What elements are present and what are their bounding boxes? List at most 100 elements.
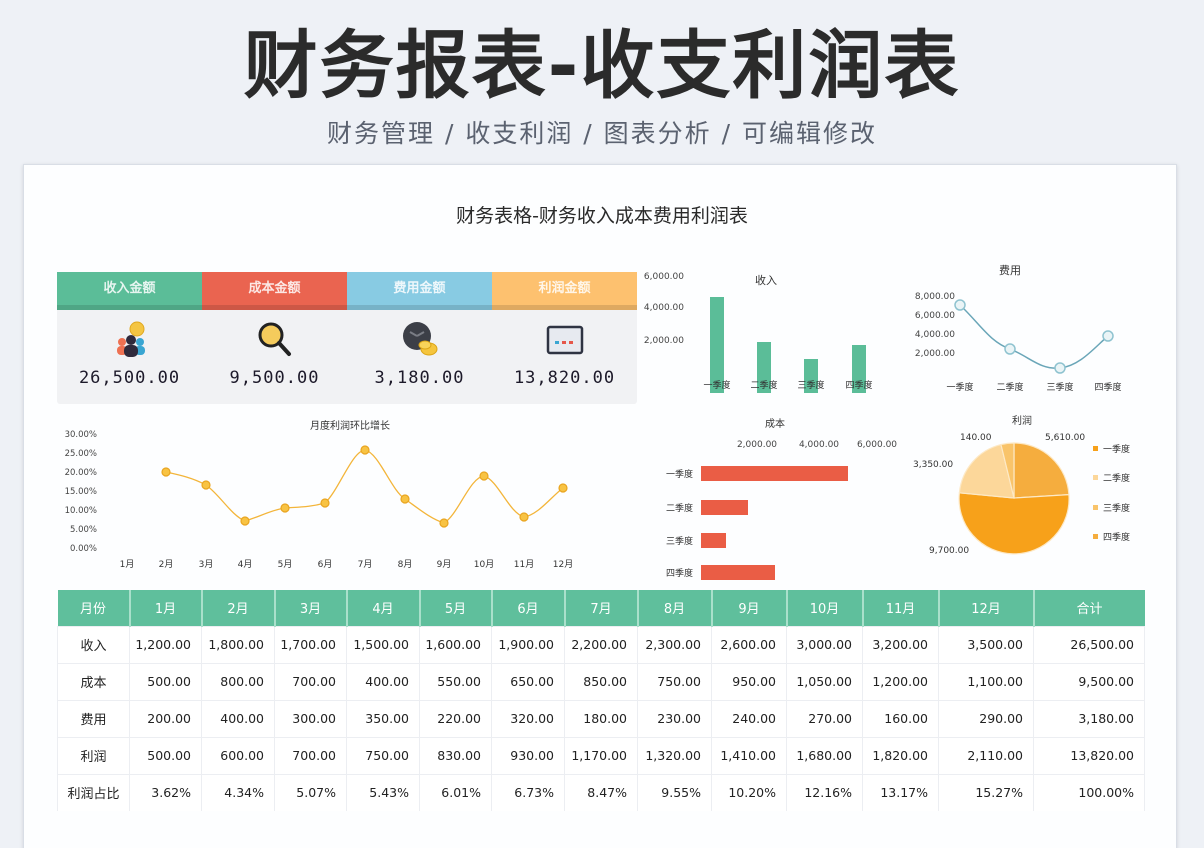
- x-tick: 2月: [159, 559, 174, 570]
- table-cell[interactable]: 1,600.00: [419, 625, 492, 664]
- monthly-growth-line-chart: 月度利润环比增长 30.00% 25.00% 20.00% 15.00% 10.…: [65, 419, 574, 570]
- pie-legend: 一季度 二季度 三季度 四季度: [1093, 443, 1130, 543]
- table-cell[interactable]: 1,820.00: [862, 736, 939, 775]
- table-cell[interactable]: 930.00: [491, 736, 565, 775]
- column-header: 7月: [564, 590, 639, 626]
- table-cell[interactable]: 9,500.00: [1033, 662, 1145, 701]
- table-cell[interactable]: 500.00: [129, 662, 202, 701]
- table-cell[interactable]: 800.00: [201, 662, 275, 701]
- table-cell[interactable]: 12.16%: [786, 773, 863, 811]
- table-cell[interactable]: 350.00: [346, 699, 420, 738]
- table-cell[interactable]: 2,300.00: [637, 625, 712, 664]
- table-cell[interactable]: 10.20%: [711, 773, 787, 811]
- table-cell[interactable]: 750.00: [346, 736, 420, 775]
- table-cell[interactable]: 1,200.00: [129, 625, 202, 664]
- pie-slice-q1: [958, 492, 1070, 555]
- table-cell[interactable]: 26,500.00: [1033, 625, 1145, 664]
- table-cell[interactable]: 9.55%: [637, 773, 712, 811]
- table-cell[interactable]: 320.00: [491, 699, 565, 738]
- table-cell[interactable]: 700.00: [274, 662, 347, 701]
- chart-title: 费用: [999, 264, 1021, 277]
- pie-label: 9,700.00: [929, 546, 969, 556]
- table-cell[interactable]: 950.00: [711, 662, 787, 701]
- chart-title: 成本: [765, 417, 785, 430]
- table-cell[interactable]: 6.01%: [419, 773, 492, 811]
- table-cell[interactable]: 1,700.00: [274, 625, 347, 664]
- x-tick: 9月: [437, 559, 452, 570]
- data-point: [201, 480, 211, 490]
- table-cell[interactable]: 3,200.00: [862, 625, 939, 664]
- table-cell[interactable]: 1,170.00: [564, 736, 638, 775]
- table-cell[interactable]: 650.00: [491, 662, 565, 701]
- table-cell[interactable]: 830.00: [419, 736, 492, 775]
- y-tick: 20.00%: [65, 468, 97, 478]
- table-cell[interactable]: 290.00: [938, 699, 1034, 738]
- table-cell[interactable]: 1,200.00: [862, 662, 939, 701]
- table-cell[interactable]: 1,500.00: [346, 625, 420, 664]
- x-tick: 2,000.00: [737, 440, 777, 450]
- x-tick: 8月: [398, 559, 413, 570]
- table-cell[interactable]: 1,900.00: [491, 625, 565, 664]
- data-point: [439, 518, 449, 528]
- bar: [701, 565, 775, 580]
- table-cell[interactable]: 100.00%: [1033, 773, 1145, 811]
- table-cell[interactable]: 850.00: [564, 662, 638, 701]
- table-cell[interactable]: 220.00: [419, 699, 492, 738]
- kpi-value: 9,500.00: [229, 368, 320, 388]
- table-cell[interactable]: 160.00: [862, 699, 939, 738]
- table-cell[interactable]: 4.34%: [201, 773, 275, 811]
- table-cell[interactable]: 1,800.00: [201, 625, 275, 664]
- table-cell[interactable]: 3,500.00: [938, 625, 1034, 664]
- table-cell[interactable]: 600.00: [201, 736, 275, 775]
- table-cell[interactable]: 400.00: [346, 662, 420, 701]
- table-cell[interactable]: 15.27%: [938, 773, 1034, 811]
- table-cell[interactable]: 5.07%: [274, 773, 347, 811]
- data-point: [1054, 362, 1066, 374]
- table-cell[interactable]: 6.73%: [491, 773, 565, 811]
- x-tick: 4,000.00: [799, 440, 839, 450]
- chart-title: 收入: [755, 273, 777, 287]
- table-cell[interactable]: 230.00: [637, 699, 712, 738]
- table-cell[interactable]: 3,000.00: [786, 625, 863, 664]
- pie-slice-q2: [958, 443, 1015, 499]
- table-cell[interactable]: 750.00: [637, 662, 712, 701]
- table-cell[interactable]: 1,320.00: [637, 736, 712, 775]
- y-tick: 8,000.00: [915, 292, 955, 302]
- column-header: 1月: [129, 590, 203, 626]
- row-label: 费用: [57, 699, 130, 738]
- y-tick: 25.00%: [65, 449, 97, 459]
- table-cell[interactable]: 400.00: [201, 699, 275, 738]
- table-cell[interactable]: 300.00: [274, 699, 347, 738]
- column-header: 9月: [711, 590, 788, 626]
- table-cell[interactable]: 2,200.00: [564, 625, 638, 664]
- table-cell[interactable]: 2,110.00: [938, 736, 1034, 775]
- x-tick: 3月: [199, 559, 214, 570]
- table-cell[interactable]: 3,180.00: [1033, 699, 1145, 738]
- table-cell[interactable]: 3.62%: [129, 773, 202, 811]
- data-point: [479, 471, 489, 481]
- column-header: 12月: [938, 590, 1035, 626]
- table-cell[interactable]: 13,820.00: [1033, 736, 1145, 775]
- table-cell[interactable]: 550.00: [419, 662, 492, 701]
- table-cell[interactable]: 700.00: [274, 736, 347, 775]
- row-label: 成本: [57, 662, 130, 701]
- table-cell[interactable]: 240.00: [711, 699, 787, 738]
- table-cell[interactable]: 1,410.00: [711, 736, 787, 775]
- kpi-value: 3,180.00: [374, 368, 465, 388]
- table-cell[interactable]: 1,100.00: [938, 662, 1034, 701]
- table-cell[interactable]: 500.00: [129, 736, 202, 775]
- table-cell[interactable]: 200.00: [129, 699, 202, 738]
- table-cell[interactable]: 180.00: [564, 699, 638, 738]
- legend-label: 三季度: [1103, 502, 1130, 514]
- table-cell[interactable]: 1,050.00: [786, 662, 863, 701]
- table-cell[interactable]: 13.17%: [862, 773, 939, 811]
- table-cell[interactable]: 2,600.00: [711, 625, 787, 664]
- bar: [710, 297, 724, 393]
- data-point: [240, 516, 250, 526]
- table-cell[interactable]: 270.00: [786, 699, 863, 738]
- table-cell[interactable]: 8.47%: [564, 773, 638, 811]
- x-tick: 6月: [318, 559, 333, 570]
- table-cell[interactable]: 5.43%: [346, 773, 420, 811]
- chart-title: 月度利润环比增长: [310, 419, 390, 432]
- table-cell[interactable]: 1,680.00: [786, 736, 863, 775]
